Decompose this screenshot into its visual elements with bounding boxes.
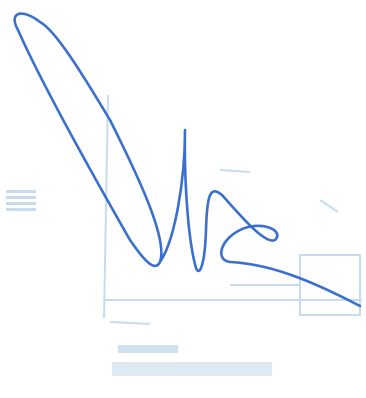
faint-line: [103, 94, 109, 319]
faint-line: [219, 169, 251, 173]
pen-scribble: [13, 12, 362, 308]
faint-print: [103, 94, 362, 325]
faint-row: [6, 196, 36, 199]
faint-block: [118, 345, 178, 353]
faint-row: [6, 202, 36, 205]
faint-row: [6, 190, 36, 193]
faint-row: [6, 208, 36, 211]
faint-block: [112, 362, 272, 376]
faint-line: [109, 321, 151, 325]
faint-bottom-print: [112, 345, 272, 376]
faint-line: [319, 199, 339, 213]
faint-grid-icon: [6, 190, 36, 211]
